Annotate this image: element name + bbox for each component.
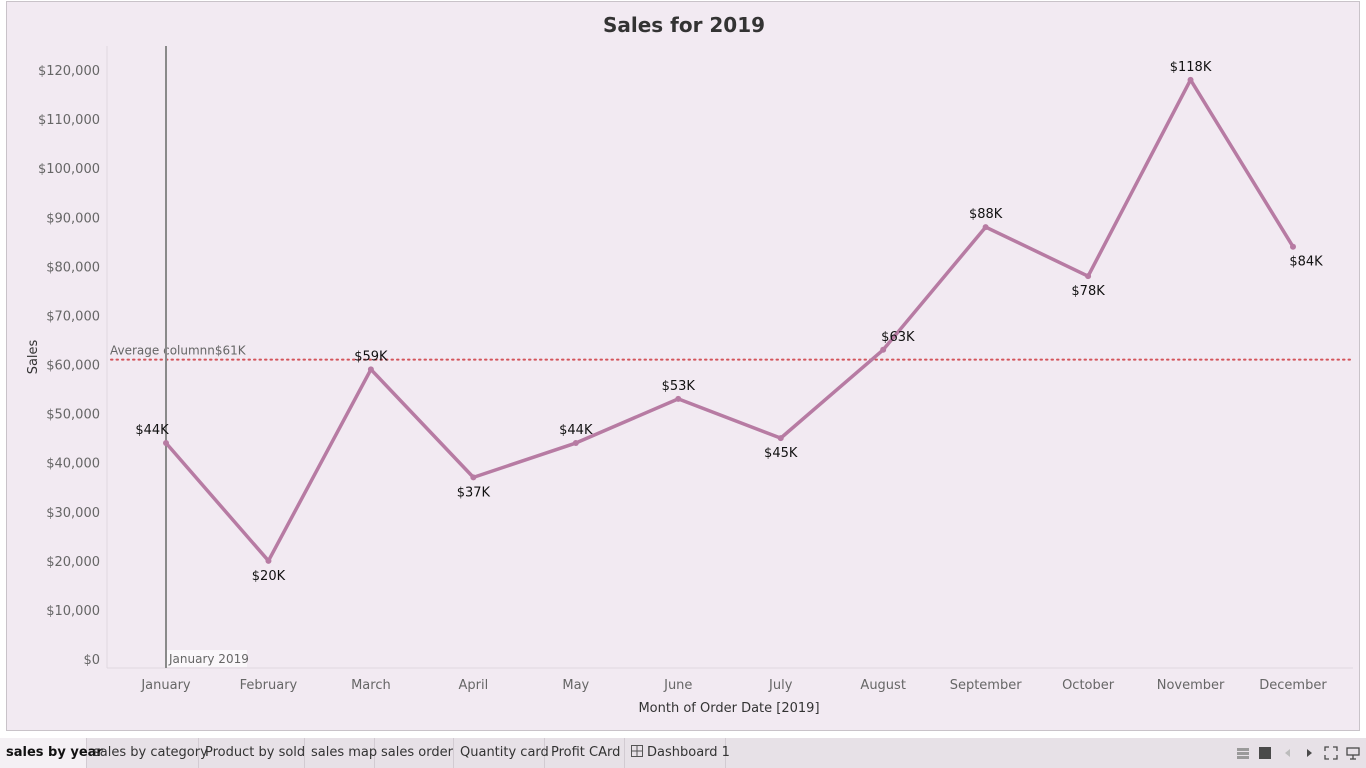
previous-sheet-icon[interactable] [1281, 746, 1295, 760]
dashboard-grid-icon [631, 745, 643, 757]
tab-sales-by-category[interactable]: sales by category [87, 738, 208, 768]
y-tick-label: $0 [83, 653, 100, 668]
tab-sales-by-year[interactable]: sales by year [0, 738, 103, 768]
data-point[interactable] [470, 474, 477, 481]
data-point[interactable] [1187, 76, 1194, 83]
data-points [163, 76, 1296, 564]
data-point[interactable] [982, 224, 989, 231]
average-reference-label: Average columnn$61K [110, 344, 247, 358]
x-axis: January February March April May June July Augu… [140, 678, 1327, 693]
data-label: $84K [1289, 255, 1323, 270]
chart-area: Sales for 2019 $0 $10,000 $20,000 $30,000 $4… [6, 1, 1360, 731]
x-tick-label: May [562, 678, 589, 693]
sales-line-chart: Sales for 2019 $0 $10,000 $20,000 $30,000 $4… [26, 13, 1354, 716]
x-tick-label: April [459, 678, 489, 693]
data-point[interactable] [1085, 273, 1092, 280]
tab-label: sales map [311, 745, 378, 760]
data-labels: $44K $20K $59K $37K $44K $53K $45K $63K $88K $78K… [135, 60, 1323, 584]
data-point[interactable] [880, 346, 887, 353]
y-tick-label: $100,000 [38, 162, 100, 177]
y-axis: $0 $10,000 $20,000 $30,000 $40,000 $50,000 $60… [38, 64, 100, 668]
data-point[interactable] [572, 440, 579, 447]
data-label: $59K [354, 349, 388, 364]
y-tick-label: $30,000 [46, 506, 100, 521]
x-tick-label: February [240, 678, 298, 693]
fullscreen-icon[interactable] [1324, 746, 1338, 760]
tab-label: Profit CArd [551, 745, 621, 760]
y-tick-label: $10,000 [46, 604, 100, 619]
x-tick-label: August [860, 678, 906, 693]
data-point[interactable] [265, 557, 272, 564]
x-tick-label: June [663, 678, 692, 693]
data-label: $20K [252, 569, 286, 584]
y-tick-label: $70,000 [46, 309, 100, 324]
y-tick-label: $20,000 [46, 555, 100, 570]
y-tick-label: $50,000 [46, 408, 100, 423]
tab-sales-map[interactable]: sales map [305, 738, 378, 768]
tab-label: sales by category [93, 745, 208, 760]
data-label: $63K [881, 330, 915, 345]
marker-label-background [167, 650, 247, 667]
data-label: $45K [764, 446, 798, 461]
tab-product-by-sold[interactable]: Product by sold [199, 738, 305, 768]
marker-label: January 2019 [168, 652, 249, 666]
single-view-icon[interactable] [1258, 746, 1272, 760]
data-label: $44K [559, 423, 593, 438]
data-label: $118K [1170, 60, 1212, 75]
y-tick-label: $80,000 [46, 260, 100, 275]
x-tick-label: October [1062, 678, 1115, 693]
data-label: $37K [457, 485, 491, 500]
tab-profit-card[interactable]: Profit CArd [545, 738, 625, 768]
data-point[interactable] [367, 366, 374, 373]
y-tick-label: $90,000 [46, 211, 100, 226]
y-tick-label: $60,000 [46, 359, 100, 374]
x-tick-label: July [768, 678, 793, 693]
x-axis-title: Month of Order Date [2019] [638, 701, 819, 716]
data-point[interactable] [163, 440, 169, 447]
sheet-tab-bar: sales by year sales by category Product … [0, 738, 1366, 768]
x-tick-label: March [351, 678, 391, 693]
sales-series-line [164, 78, 1295, 563]
grid-view-icon[interactable] [1236, 746, 1250, 760]
tab-label: sales order [381, 745, 453, 760]
tab-dashboard-1[interactable]: Dashboard 1 [625, 738, 730, 768]
x-tick-label: January [140, 678, 191, 693]
tab-label: sales by year [6, 745, 103, 760]
data-label: $53K [662, 379, 696, 394]
tab-quantity-card[interactable]: Quantity card [454, 738, 549, 768]
presentation-icon[interactable] [1346, 746, 1360, 760]
tab-label: Product by sold [205, 745, 306, 760]
x-tick-label: December [1259, 678, 1327, 693]
y-axis-title: Sales [26, 339, 41, 374]
data-point[interactable] [675, 395, 682, 402]
data-point[interactable] [1290, 243, 1296, 250]
tab-label: Quantity card [460, 745, 549, 760]
y-tick-label: $110,000 [38, 113, 100, 128]
next-sheet-icon[interactable] [1302, 746, 1316, 760]
data-label: $88K [969, 207, 1003, 222]
x-tick-label: November [1157, 678, 1225, 693]
y-tick-label: $40,000 [46, 457, 100, 472]
data-label: $44K [135, 423, 169, 438]
data-point[interactable] [777, 435, 784, 442]
chart-title: Sales for 2019 [603, 13, 765, 37]
y-tick-label: $120,000 [38, 64, 100, 79]
data-label: $78K [1071, 284, 1105, 299]
tab-sales-order[interactable]: sales order [375, 738, 454, 768]
x-tick-label: September [950, 678, 1023, 693]
tab-label: Dashboard 1 [647, 745, 730, 760]
